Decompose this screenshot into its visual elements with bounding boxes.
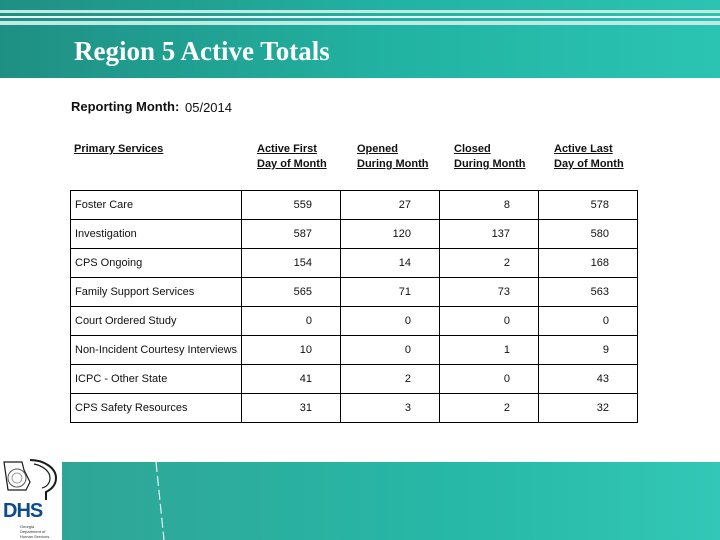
- active-first-cell: 41: [241, 364, 341, 394]
- table-row: Investigation 587 120 137 580: [70, 219, 638, 249]
- active-last-cell: 168: [538, 248, 638, 278]
- opened-cell: 2: [340, 364, 440, 394]
- table-row: Court Ordered Study 0 0 0 0: [70, 306, 638, 336]
- service-name-cell: CPS Safety Resources: [70, 393, 242, 423]
- service-name-cell: Non-Incident Courtesy Interviews: [70, 335, 242, 365]
- active-last-cell: 9: [538, 335, 638, 365]
- column-header-opened: Opened During Month: [357, 143, 429, 170]
- active-first-cell: 154: [241, 248, 341, 278]
- services-table: Foster Care 559 27 8 578 Investigation 587 120 1…: [70, 190, 638, 423]
- service-name-cell: Investigation: [70, 219, 242, 249]
- column-header-closed: Closed During Month: [454, 143, 526, 170]
- active-first-cell: 31: [241, 393, 341, 423]
- closed-cell: 0: [439, 306, 539, 336]
- active-first-cell: 0: [241, 306, 341, 336]
- closed-cell: 73: [439, 277, 539, 307]
- active-last-cell: 43: [538, 364, 638, 394]
- closed-cell: 1: [439, 335, 539, 365]
- logo-subtitle: Georgia Department of Human Services: [20, 524, 50, 539]
- active-last-cell: 0: [538, 306, 638, 336]
- active-last-cell: 563: [538, 277, 638, 307]
- closed-cell: 2: [439, 393, 539, 423]
- header-stripe: [0, 10, 720, 13]
- logo-text: DHS: [3, 500, 43, 522]
- opened-cell: 0: [340, 335, 440, 365]
- column-header-active-first: Active First Day of Month: [257, 143, 327, 170]
- column-header-primary-services: Primary Services: [74, 143, 164, 155]
- table-row: Family Support Services 565 71 73 563: [70, 277, 638, 307]
- reporting-month-label: Reporting Month:: [71, 99, 180, 114]
- active-last-cell: 32: [538, 393, 638, 423]
- footer-divider-line: [155, 462, 165, 540]
- service-name-cell: ICPC - Other State: [70, 364, 242, 394]
- opened-cell: 14: [340, 248, 440, 278]
- table-row: ICPC - Other State 41 2 0 43: [70, 364, 638, 394]
- active-last-cell: 578: [538, 190, 638, 220]
- active-first-cell: 10: [241, 335, 341, 365]
- closed-cell: 8: [439, 190, 539, 220]
- opened-cell: 71: [340, 277, 440, 307]
- opened-cell: 0: [340, 306, 440, 336]
- service-name-cell: CPS Ongoing: [70, 248, 242, 278]
- service-name-cell: Court Ordered Study: [70, 306, 242, 336]
- opened-cell: 120: [340, 219, 440, 249]
- closed-cell: 137: [439, 219, 539, 249]
- closed-cell: 2: [439, 248, 539, 278]
- dhs-logo: [0, 456, 62, 540]
- header-stripe: [0, 21, 720, 25]
- table-row: Non-Incident Courtesy Interviews 10 0 1 9: [70, 335, 638, 365]
- active-first-cell: 565: [241, 277, 341, 307]
- service-name-cell: Family Support Services: [70, 277, 242, 307]
- table-row: CPS Ongoing 154 14 2 168: [70, 248, 638, 278]
- active-last-cell: 580: [538, 219, 638, 249]
- opened-cell: 3: [340, 393, 440, 423]
- table-row: CPS Safety Resources 31 3 2 32: [70, 393, 638, 423]
- closed-cell: 0: [439, 364, 539, 394]
- column-header-active-last: Active Last Day of Month: [554, 143, 624, 170]
- slide-header: [0, 0, 720, 78]
- footer-band: [62, 462, 720, 540]
- service-name-cell: Foster Care: [70, 190, 242, 220]
- opened-cell: 27: [340, 190, 440, 220]
- reporting-month-value: 05/2014: [185, 100, 232, 115]
- header-stripe: [0, 16, 720, 18]
- slide-title: Region 5 Active Totals: [74, 36, 330, 66]
- table-row: Foster Care 559 27 8 578: [70, 190, 638, 220]
- active-first-cell: 587: [241, 219, 341, 249]
- active-first-cell: 559: [241, 190, 341, 220]
- georgia-seal-icon: [3, 459, 58, 500]
- table-clip: [60, 428, 660, 448]
